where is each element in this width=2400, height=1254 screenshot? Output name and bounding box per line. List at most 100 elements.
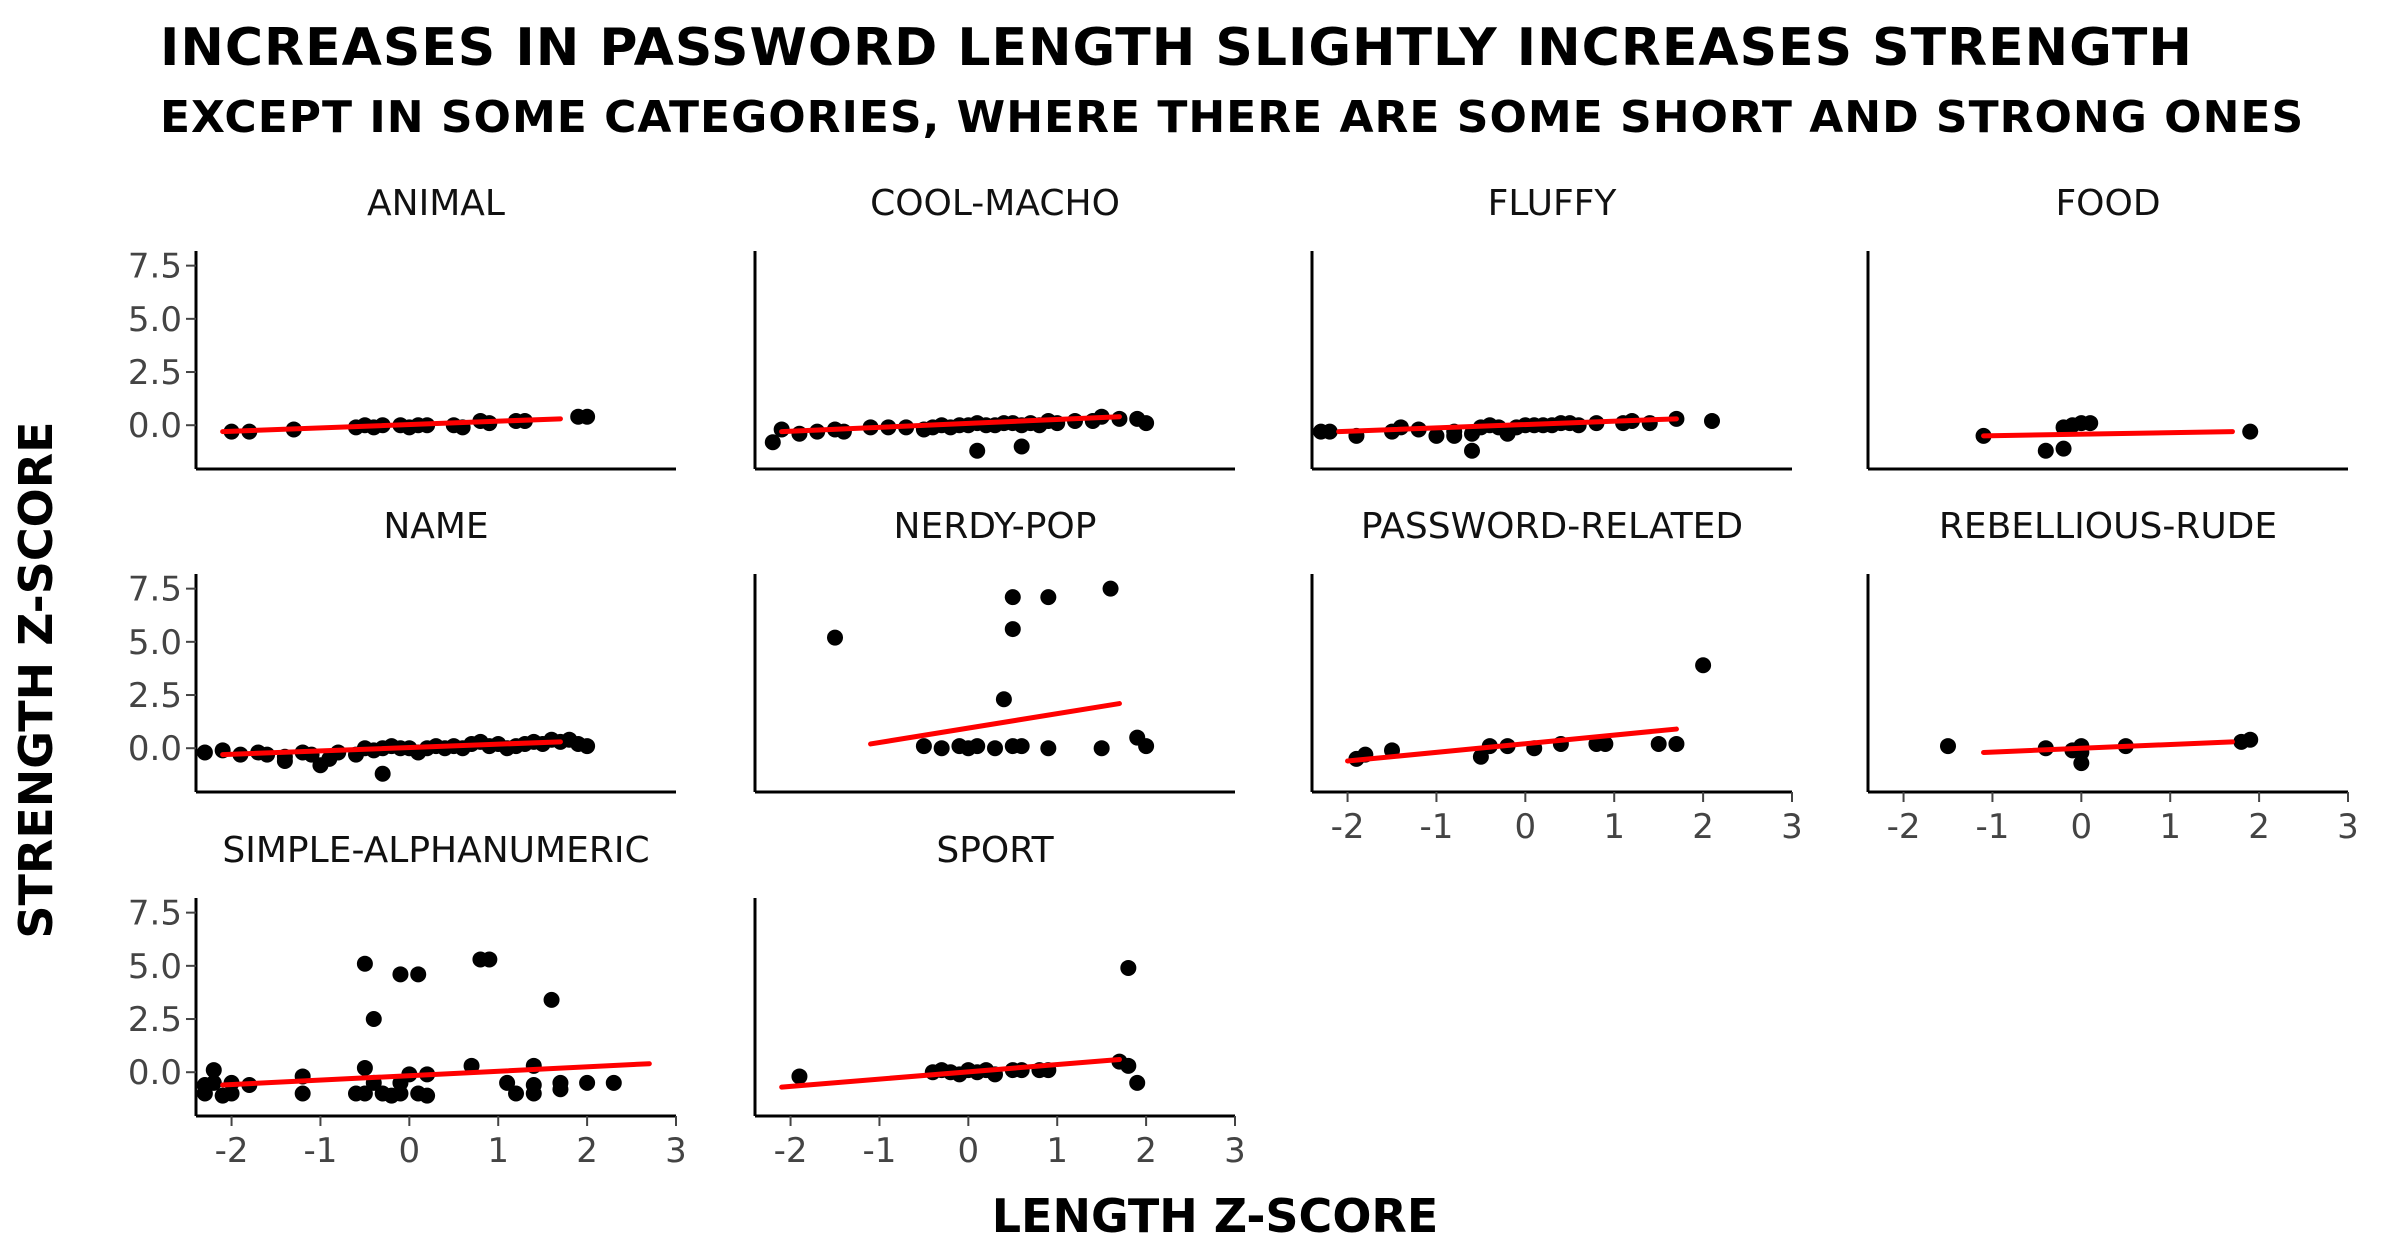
y-tick-label: 7.5 [128, 570, 182, 610]
data-point [605, 1074, 622, 1091]
x-tick-label: 2 [1135, 1131, 1157, 1171]
regression-line [220, 1061, 652, 1088]
data-point [525, 1085, 542, 1102]
data-point [791, 1068, 808, 1085]
x-tick-label: 1 [2159, 807, 2181, 847]
data-point [827, 629, 843, 646]
regression-line [1345, 726, 1679, 764]
x-tick-label: 2 [1692, 807, 1714, 847]
regression-line [1336, 416, 1679, 435]
data-point [2242, 731, 2259, 748]
data-point [276, 752, 293, 769]
data-point [764, 434, 781, 451]
data-point [481, 951, 498, 968]
y-tick-label: 0.0 [128, 729, 182, 769]
data-point [1472, 748, 1489, 765]
panel-title: ANIMAL [367, 183, 505, 224]
y-tick-label: 0.0 [128, 406, 182, 446]
data-point [499, 1074, 516, 1091]
data-point [463, 1057, 480, 1074]
data-point [1940, 738, 1956, 755]
panel-title: SPORT [936, 830, 1054, 871]
data-point [1446, 427, 1463, 444]
x-tick-label: 1 [1046, 1131, 1068, 1171]
y-tick-label: 5.0 [128, 300, 182, 340]
facet-panel: FLUFFY [1310, 183, 1792, 471]
regression-line [779, 1056, 1122, 1090]
data-point [969, 738, 986, 755]
panel-title: NAME [383, 506, 488, 547]
data-point [1138, 738, 1155, 755]
data-point [1093, 740, 1110, 757]
regression-line [220, 416, 563, 435]
x-tick-label: 0 [399, 1131, 421, 1171]
facet-panel: NAME 0.0 2.5 5.0 7.5 [128, 506, 676, 794]
x-tick-label: 2 [2248, 807, 2270, 847]
data-point [1138, 415, 1155, 432]
data-point [374, 765, 391, 782]
data-point [1120, 959, 1137, 976]
x-tick-label: 0 [1515, 807, 1537, 847]
x-tick-label: 3 [2337, 807, 2359, 847]
y-tick-label: 0.0 [128, 1053, 182, 1093]
x-tick-label: -2 [215, 1131, 249, 1171]
data-point [1668, 735, 1685, 752]
x-axis-title: LENGTH Z-SCORE [992, 1189, 1439, 1243]
x-tick-label: 3 [665, 1131, 687, 1171]
data-point [579, 408, 596, 425]
x-tick-label: -1 [862, 1131, 896, 1171]
y-tick-label: 2.5 [128, 1000, 182, 1040]
panel-title: FOOD [2055, 183, 2160, 224]
y-tick-label: 5.0 [128, 623, 182, 663]
chart-title: INCREASES IN PASSWORD LENGTH SLIGHTLY IN… [160, 18, 2193, 78]
data-point [1650, 735, 1667, 752]
data-point [995, 691, 1012, 708]
data-point [1013, 738, 1030, 755]
regression-line [779, 414, 1122, 435]
panel-title: PASSWORD-RELATED [1361, 506, 1743, 547]
data-point [552, 1074, 569, 1091]
regression-line [1981, 429, 2235, 439]
x-tick-label: -1 [303, 1131, 337, 1171]
y-tick-label: 2.5 [128, 353, 182, 393]
data-point [2037, 442, 2054, 459]
x-tick-label: -1 [1419, 807, 1453, 847]
data-point [508, 1085, 524, 1102]
y-tick-label: 7.5 [128, 247, 182, 287]
data-point [1129, 1074, 1146, 1091]
x-tick-label: 0 [2071, 807, 2093, 847]
x-tick-label: 3 [1224, 1131, 1246, 1171]
x-tick-label: -2 [774, 1131, 808, 1171]
y-axis-title: STRENGTH Z-SCORE [9, 421, 63, 938]
data-point [356, 1085, 373, 1102]
data-point [356, 955, 373, 972]
data-point [1102, 580, 1119, 597]
regression-line [868, 701, 1122, 747]
x-tick-label: 0 [958, 1131, 980, 1171]
data-point [915, 738, 932, 755]
data-point [196, 1085, 213, 1102]
panel-title: REBELLIOUS-RUDE [1939, 506, 2277, 547]
data-point [223, 1085, 240, 1102]
data-point [2242, 423, 2259, 440]
y-tick-label: 7.5 [128, 894, 182, 934]
x-tick-label: -1 [1975, 807, 2009, 847]
x-tick-label: -2 [1331, 807, 1365, 847]
x-tick-label: 1 [487, 1131, 509, 1171]
data-point [1004, 589, 1021, 606]
data-point [2073, 755, 2090, 772]
data-point [365, 1011, 382, 1028]
data-point [1040, 740, 1057, 757]
data-point [933, 740, 950, 757]
data-point [543, 991, 560, 1008]
facet-panel: PASSWORD-RELATED -2 -1 0 1 2 3 [1310, 506, 1803, 847]
x-tick-label: 2 [576, 1131, 598, 1171]
facet-panel: REBELLIOUS-RUDE -2 -1 0 1 2 3 [1866, 506, 2359, 847]
data-point [1004, 621, 1021, 638]
facet-panel: COOL-MACHO [753, 183, 1235, 471]
facet-panel: SPORT -2 -1 0 1 2 3 [753, 830, 1246, 1171]
data-point [579, 1074, 596, 1091]
facet-panel: ANIMAL 0.0 2.5 5.0 7.5 [128, 183, 676, 471]
facet-panel: SIMPLE-ALPHANUMERIC 0.0 2.5 5.0 7.5 -2 -1 0 1 2 3 [128, 830, 687, 1171]
